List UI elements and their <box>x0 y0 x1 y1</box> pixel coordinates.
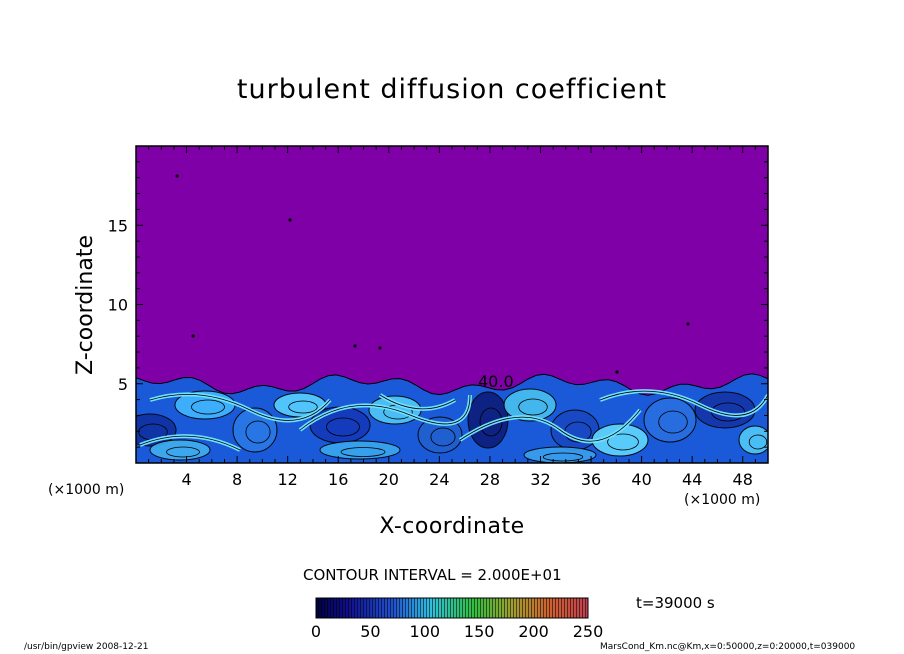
time-label: t=39000 s <box>636 594 715 612</box>
x-tick-label: 16 <box>328 470 348 489</box>
eddy-contour <box>245 420 271 444</box>
speck <box>378 346 382 350</box>
y-tick-label: 15 <box>108 216 128 235</box>
y-axis-label: Z-coordinate <box>73 235 98 375</box>
eddy-contour <box>288 400 318 414</box>
colorbar-tick-label: 200 <box>518 622 549 641</box>
x-axis-label: X-coordinate <box>379 514 525 539</box>
eddy-contour <box>479 407 503 437</box>
x-axis-unit-right: (×1000 m) <box>684 492 761 508</box>
x-axis-unit-left: (×1000 m) <box>48 482 125 498</box>
x-tick-label: 8 <box>232 470 242 489</box>
y-tick-label: 5 <box>118 375 128 394</box>
eddy-contour <box>340 447 386 457</box>
speck <box>615 370 619 374</box>
y-axis-ticks: 5 10 15 <box>108 161 768 448</box>
speck <box>175 174 179 178</box>
eddy-contour <box>658 410 688 434</box>
x-tick-label: 40 <box>631 470 651 489</box>
filament-contour <box>299 394 471 431</box>
footer-source: MarsCond_Km.nc@Km,x=0:50000,z=0:20000,t=… <box>600 642 856 652</box>
eddy <box>643 397 697 443</box>
filament-contour <box>139 435 241 451</box>
eddy-contour <box>430 427 456 447</box>
x-tick-label: 28 <box>480 470 500 489</box>
speck <box>686 322 690 326</box>
eddy-contour <box>607 433 639 451</box>
colorbar-tick-label: 250 <box>573 622 604 641</box>
eddy <box>694 391 756 429</box>
eddy <box>232 407 278 453</box>
x-tick-label: 48 <box>733 470 753 489</box>
eddy-contour <box>326 417 360 437</box>
x-axis-ticks: 4 8 12 16 20 24 28 32 36 40 44 48 <box>148 146 756 489</box>
colorbar-frame <box>315 597 589 619</box>
filament-contour <box>459 409 641 442</box>
colorbar-tick-label: 0 <box>311 622 321 641</box>
eddy-contour <box>542 452 584 462</box>
footer-command: /usr/bin/gpview 2008-12-21 <box>24 642 149 652</box>
colorbar-ticks: 0 50 100 150 200 250 <box>311 622 603 641</box>
speck <box>353 344 357 348</box>
contour-interval-text: CONTOUR INTERVAL = 2.000E+01 <box>303 566 562 584</box>
filament-contour <box>149 393 331 421</box>
x-tick-label: 44 <box>682 470 702 489</box>
filament-contour <box>379 394 456 410</box>
eddy <box>523 446 597 463</box>
colorbar-tick-label: 150 <box>464 622 495 641</box>
x-tick-label: 32 <box>530 470 550 489</box>
colorbar-tick-label: 50 <box>360 622 380 641</box>
y-tick-label: 10 <box>108 296 128 315</box>
colorbar-stripes <box>316 598 588 618</box>
eddy-contour <box>191 399 225 415</box>
x-tick-label: 4 <box>181 470 191 489</box>
eddy-contour <box>166 446 200 458</box>
eddy <box>149 439 211 461</box>
eddy-contour <box>748 434 768 450</box>
filament-contour <box>599 390 768 416</box>
x-tick-label: 20 <box>379 470 399 489</box>
eddy <box>738 425 768 455</box>
x-tick-label: 24 <box>429 470 449 489</box>
colorbar-tick-label: 100 <box>410 622 441 641</box>
speck <box>288 218 292 222</box>
contour-label: 40.0 <box>478 372 514 391</box>
x-tick-label: 12 <box>278 470 298 489</box>
boundary-layer-field <box>136 174 768 463</box>
chart-title: turbulent diffusion coefficient <box>236 74 668 105</box>
x-tick-label: 36 <box>581 470 601 489</box>
speck <box>191 334 195 338</box>
eddy-contour <box>518 398 548 416</box>
